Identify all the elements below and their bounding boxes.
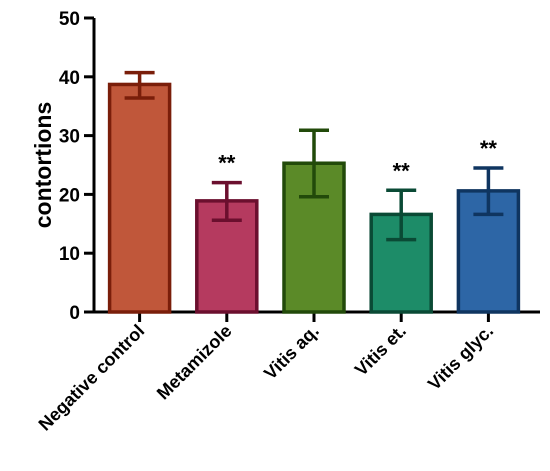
y-tick-label: 10	[59, 244, 80, 265]
y-tick-label: 30	[59, 127, 80, 148]
y-axis-label: contortions	[30, 102, 56, 229]
y-tick-label: 20	[59, 185, 80, 206]
bars	[107, 70, 521, 314]
significance-marker: **	[218, 151, 236, 176]
category-label: Vitis glyc.	[424, 321, 497, 394]
category-label: Vitis aq.	[260, 321, 323, 384]
y-tick-label: 0	[69, 303, 80, 324]
significance-marker: **	[480, 136, 498, 161]
bar	[107, 82, 172, 314]
y-tick-label: 40	[59, 68, 80, 89]
y-tick-label: 50	[59, 9, 80, 30]
significance-marker: **	[393, 158, 411, 183]
category-label: Vitis et.	[351, 321, 410, 380]
category-label: Metamizole	[153, 321, 236, 404]
category-label: Negative control	[35, 321, 149, 435]
